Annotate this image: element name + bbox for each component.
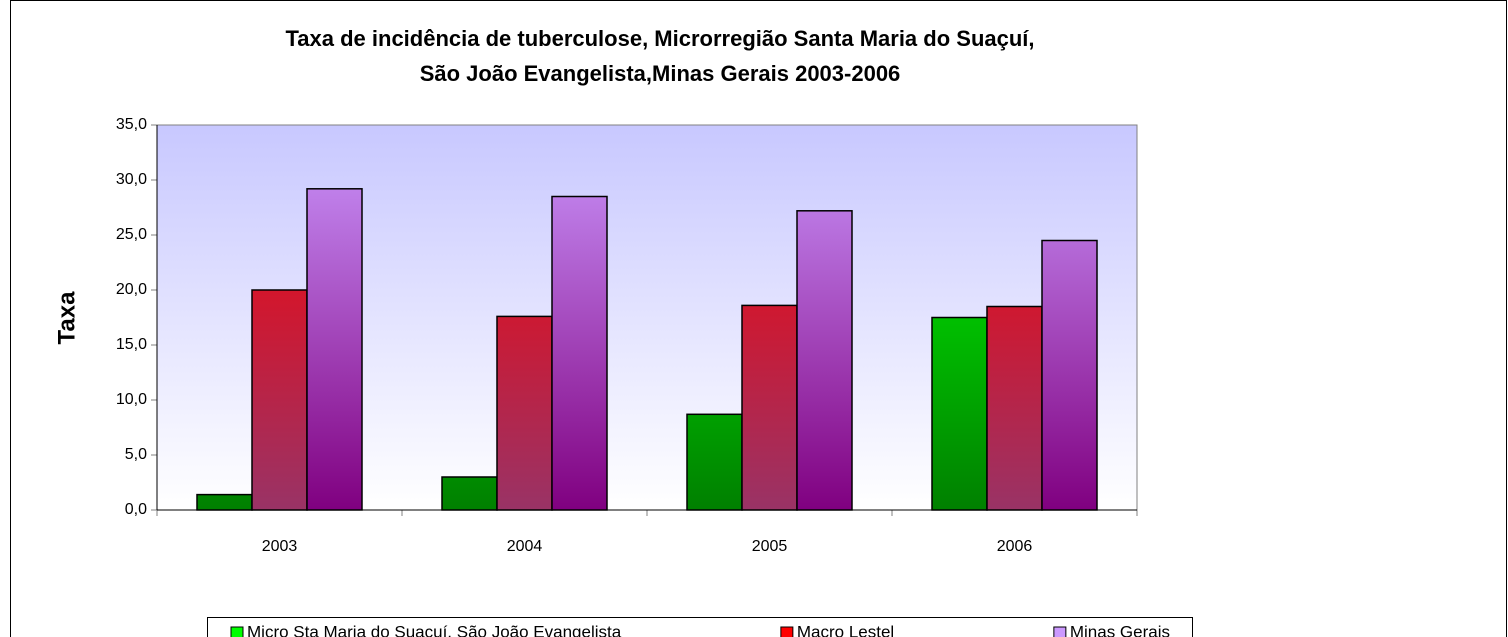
bar [551,195,608,511]
legend-label: Macro Lestel [797,622,894,637]
chart-title: Taxa de incidência de tuberculose, Micro… [285,26,1034,51]
legend-label: Micro Sta Maria do Suaçuí, São João Evan… [247,622,622,637]
bar [986,305,1043,511]
y-tick-label: 25,0 [116,226,147,243]
y-tick-label: 30,0 [116,171,147,188]
bar [496,315,553,511]
y-tick-label: 15,0 [116,336,147,353]
y-axis-title: Taxa [53,291,80,345]
legend-label: Minas Gerais [1070,622,1170,637]
legend-box [207,617,1193,637]
bar [1041,239,1098,511]
x-tick-label: 2004 [507,538,543,555]
x-tick-label: 2005 [752,538,788,555]
bar [741,304,798,511]
bar [441,476,498,511]
y-tick-label: 5,0 [125,446,147,463]
legend-swatch [230,626,244,637]
y-tick-label: 20,0 [116,281,147,298]
legend-swatch [780,626,794,637]
bar [686,413,743,511]
bar [251,289,308,511]
bar [931,316,988,511]
legend-swatch [1053,626,1067,637]
x-tick-label: 2003 [262,538,298,555]
chart-title: São João Evangelista,Minas Gerais 2003-2… [420,61,901,86]
y-tick-label: 35,0 [116,116,147,133]
bar [306,188,363,511]
bar [196,493,253,511]
y-tick-label: 10,0 [116,391,147,408]
y-tick-label: 0,0 [125,501,147,518]
bar [796,210,853,511]
x-tick-label: 2006 [997,538,1033,555]
